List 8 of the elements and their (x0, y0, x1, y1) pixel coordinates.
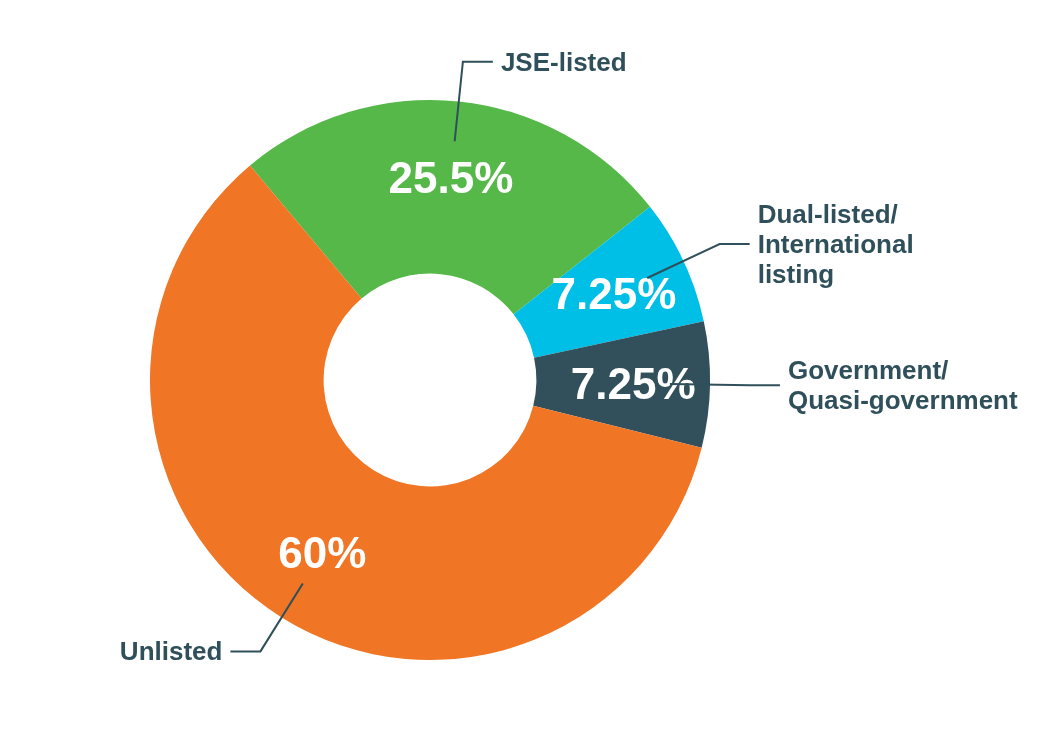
slice-label: JSE-listed (500, 46, 627, 77)
slice-label: Government/ Quasi-government (787, 355, 1019, 416)
data-label: 7.25% (551, 269, 677, 319)
data-label: 60% (278, 527, 367, 577)
slice-label: Dual-listed/ International listing (757, 199, 914, 289)
data-label: 25.5% (388, 153, 514, 203)
data-label: 7.25% (570, 358, 696, 408)
slice-label: Unlisted (119, 636, 223, 667)
